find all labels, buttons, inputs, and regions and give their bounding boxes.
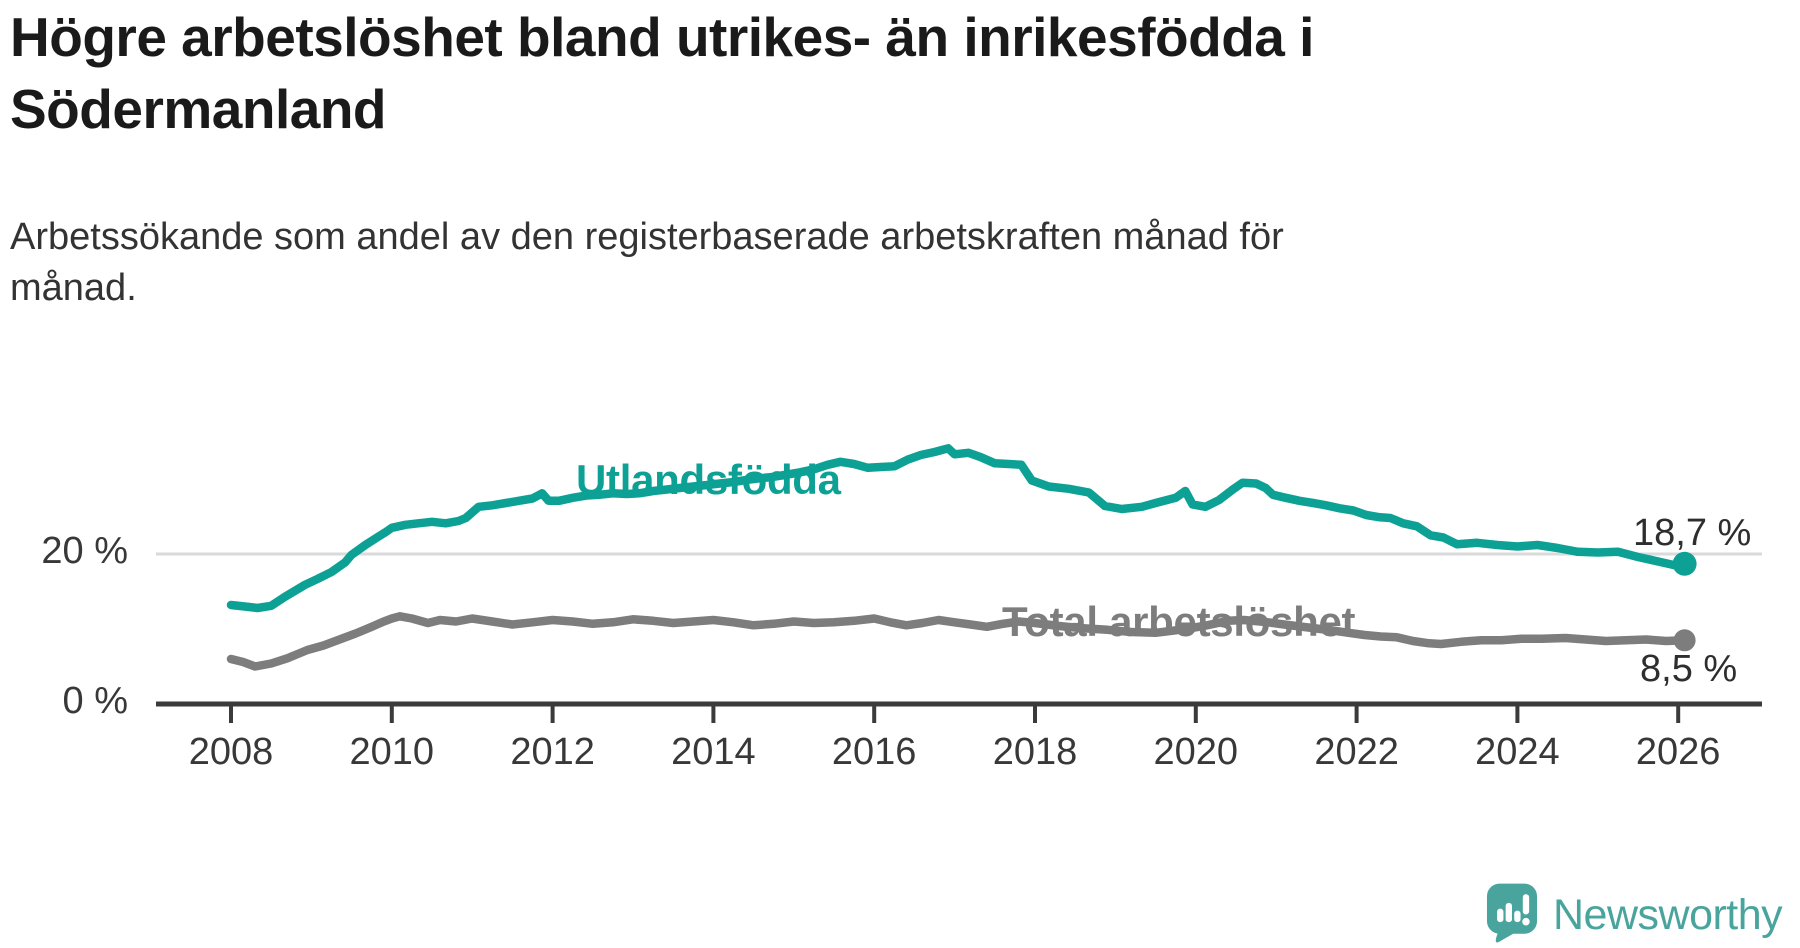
x-tick-label-2008: 2008 xyxy=(188,731,274,773)
series-label-utlandsfodda: Utlandsfödda xyxy=(576,456,841,503)
y-tick-label-20: 20 % xyxy=(41,530,128,572)
page-title-line1: Högre arbetslöshet bland utrikes- än inr… xyxy=(10,6,1314,68)
series-end-dot-utlandsfodda xyxy=(1672,551,1697,576)
chart-subtitle: Arbetssökande som andel av den registerb… xyxy=(10,212,1284,314)
page-title: Högre arbetslöshet bland utrikes- än inr… xyxy=(10,2,1314,145)
x-tick-label-2022: 2022 xyxy=(1314,731,1399,773)
newsworthy-icon xyxy=(1486,883,1538,943)
chart-subtitle-line2: månad. xyxy=(10,266,137,309)
series-label-total-arbetsloshet: Total arbetslöshet xyxy=(1002,598,1356,645)
y-tick-label-0: 0 % xyxy=(62,680,128,722)
x-tick-label-2020: 2020 xyxy=(1153,731,1239,773)
series-line-utlandsfodda xyxy=(226,444,1689,613)
series-line-total-arbetsloshet xyxy=(226,612,1689,671)
newsworthy-wordmark: Newsworthy xyxy=(1553,891,1783,939)
x-tick-label-2018: 2018 xyxy=(992,731,1078,773)
x-tick-label-2026: 2026 xyxy=(1635,731,1721,773)
x-tick-label-2024: 2024 xyxy=(1475,731,1560,773)
series-end-dot-total-arbetsloshet xyxy=(1673,629,1696,652)
chart-subtitle-line1: Arbetssökande som andel av den registerb… xyxy=(10,216,1284,258)
x-tick-label-2010: 2010 xyxy=(349,731,435,773)
x-tick-label-2014: 2014 xyxy=(671,731,756,773)
end-value-label-utlandsfodda: 18,7 % xyxy=(1633,512,1752,554)
end-value-label-total-arbetsloshet: 8,5 % xyxy=(1640,648,1738,690)
x-tick-label-2012: 2012 xyxy=(510,731,595,773)
newsworthy-logo: Newsworthy xyxy=(1486,882,1783,945)
page-title-line2: Södermanland xyxy=(10,77,387,140)
x-tick-label-2016: 2016 xyxy=(831,731,917,773)
